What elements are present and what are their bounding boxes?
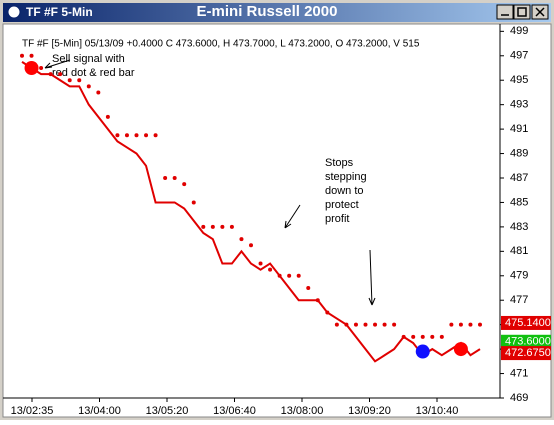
- minimize[interactable]: [496, 4, 514, 20]
- stop-dot: [48, 72, 53, 77]
- y-tick-label: 487: [510, 172, 528, 184]
- y-tick-label: 479: [510, 270, 528, 282]
- annotation: Stops: [325, 157, 354, 169]
- y-tick-label: 495: [510, 74, 528, 86]
- y-tick-label: 491: [510, 123, 528, 135]
- stop-dot: [468, 322, 473, 327]
- chart-title: E-mini Russell 2000: [197, 3, 338, 20]
- price-flag-label: 472.6750: [505, 347, 551, 359]
- stop-dot: [296, 273, 301, 278]
- stop-dot: [458, 322, 463, 327]
- stop-dot: [77, 78, 82, 83]
- stop-dot: [153, 133, 158, 138]
- y-tick-label: 493: [510, 99, 528, 111]
- x-tick-label: 13/04:00: [78, 405, 121, 417]
- title-bar: [3, 3, 551, 22]
- stop-dot: [249, 243, 253, 248]
- stop-dot: [268, 267, 273, 272]
- stop-dot: [420, 334, 425, 339]
- x-tick-label: 13/09:20: [348, 405, 391, 417]
- stop-dot: [239, 237, 244, 242]
- stop-dot: [229, 224, 234, 229]
- signal-dot: [24, 61, 39, 75]
- annotation-arrows: [44, 59, 376, 306]
- y-tick-label: 477: [510, 294, 528, 306]
- annotation: Sell signal with: [52, 53, 125, 65]
- stop-dot: [191, 200, 196, 205]
- stop-dot: [182, 182, 187, 187]
- stop-dot: [430, 334, 435, 339]
- stop-dot: [411, 334, 416, 339]
- y-tick-label: 481: [510, 245, 528, 257]
- x-tick-label: 13/05:20: [146, 405, 189, 417]
- x-tick-label: 13/02:35: [11, 405, 54, 417]
- annotation: red dot & red bar: [52, 67, 135, 79]
- app-icon: [7, 5, 21, 19]
- x-tick-label: 13/08:00: [281, 405, 324, 417]
- stop-dot: [277, 273, 282, 278]
- y-tick-label: 499: [510, 25, 528, 37]
- y-tick-label: 489: [510, 147, 528, 159]
- stop-dot: [124, 133, 129, 138]
- price-flag: [501, 334, 551, 349]
- stop-dot: [105, 114, 110, 119]
- stop-dot: [144, 133, 149, 138]
- annotation: stepping: [325, 171, 367, 183]
- window-buttons[interactable]: [496, 4, 549, 20]
- stop-dot: [220, 224, 225, 229]
- annotation: protect: [325, 199, 359, 211]
- stop-dot: [67, 78, 72, 83]
- stop-dot: [478, 322, 482, 327]
- x-tick-label: 13/06:40: [213, 405, 256, 417]
- signal-dot: [453, 342, 468, 357]
- stop-dot: [325, 310, 330, 315]
- stop-dot: [287, 273, 292, 278]
- y-tick-label: 485: [510, 196, 528, 208]
- y-tick-label: 469: [510, 392, 528, 404]
- price-flag: [501, 346, 551, 361]
- price-flag: [501, 315, 551, 330]
- stop-dot: [58, 72, 63, 77]
- stop-dot: [134, 133, 139, 138]
- window-title: TF #F 5-Min: [26, 5, 93, 19]
- stop-dot: [29, 53, 34, 58]
- stop-dot: [39, 66, 44, 70]
- y-tick-label: 483: [510, 221, 528, 233]
- stop-dot: [86, 84, 91, 89]
- stop-dot: [334, 322, 339, 327]
- price-flag-label: 475.1400: [505, 317, 551, 329]
- stop-dot: [258, 261, 263, 266]
- stop-dot: [392, 322, 397, 327]
- plot-area: [2, 23, 552, 418]
- stop-dot: [439, 334, 444, 339]
- stop-dot: [344, 322, 349, 327]
- stop-dot: [353, 322, 358, 327]
- stop-dot: [315, 298, 320, 303]
- stop-dot: [401, 334, 406, 339]
- y-tick-label: 497: [510, 50, 528, 62]
- stop-dot: [20, 53, 24, 58]
- stop-dot: [382, 322, 387, 327]
- signal-dot: [415, 344, 430, 359]
- maximize[interactable]: [513, 4, 531, 20]
- stop-dot: [363, 322, 368, 327]
- stop-dot: [201, 224, 206, 229]
- price-flag-label: 473.6000: [505, 336, 551, 348]
- stop-dot: [210, 224, 215, 229]
- stop-dot: [172, 176, 177, 180]
- stop-dot: [373, 322, 378, 327]
- y-tick-label: 471: [510, 367, 528, 379]
- stop-dot: [449, 322, 454, 327]
- stop-dot: [115, 133, 120, 138]
- annotation: profit: [325, 213, 349, 225]
- stop-dot: [163, 176, 168, 180]
- x-tick-label: 13/10:40: [416, 405, 459, 417]
- stop-dot: [306, 286, 311, 290]
- chart-header: TF #F [5-Min] 05/13/09 +0.4000 C 473.600…: [22, 39, 420, 50]
- stop-dot: [96, 90, 101, 95]
- annotation: down to: [325, 185, 364, 197]
